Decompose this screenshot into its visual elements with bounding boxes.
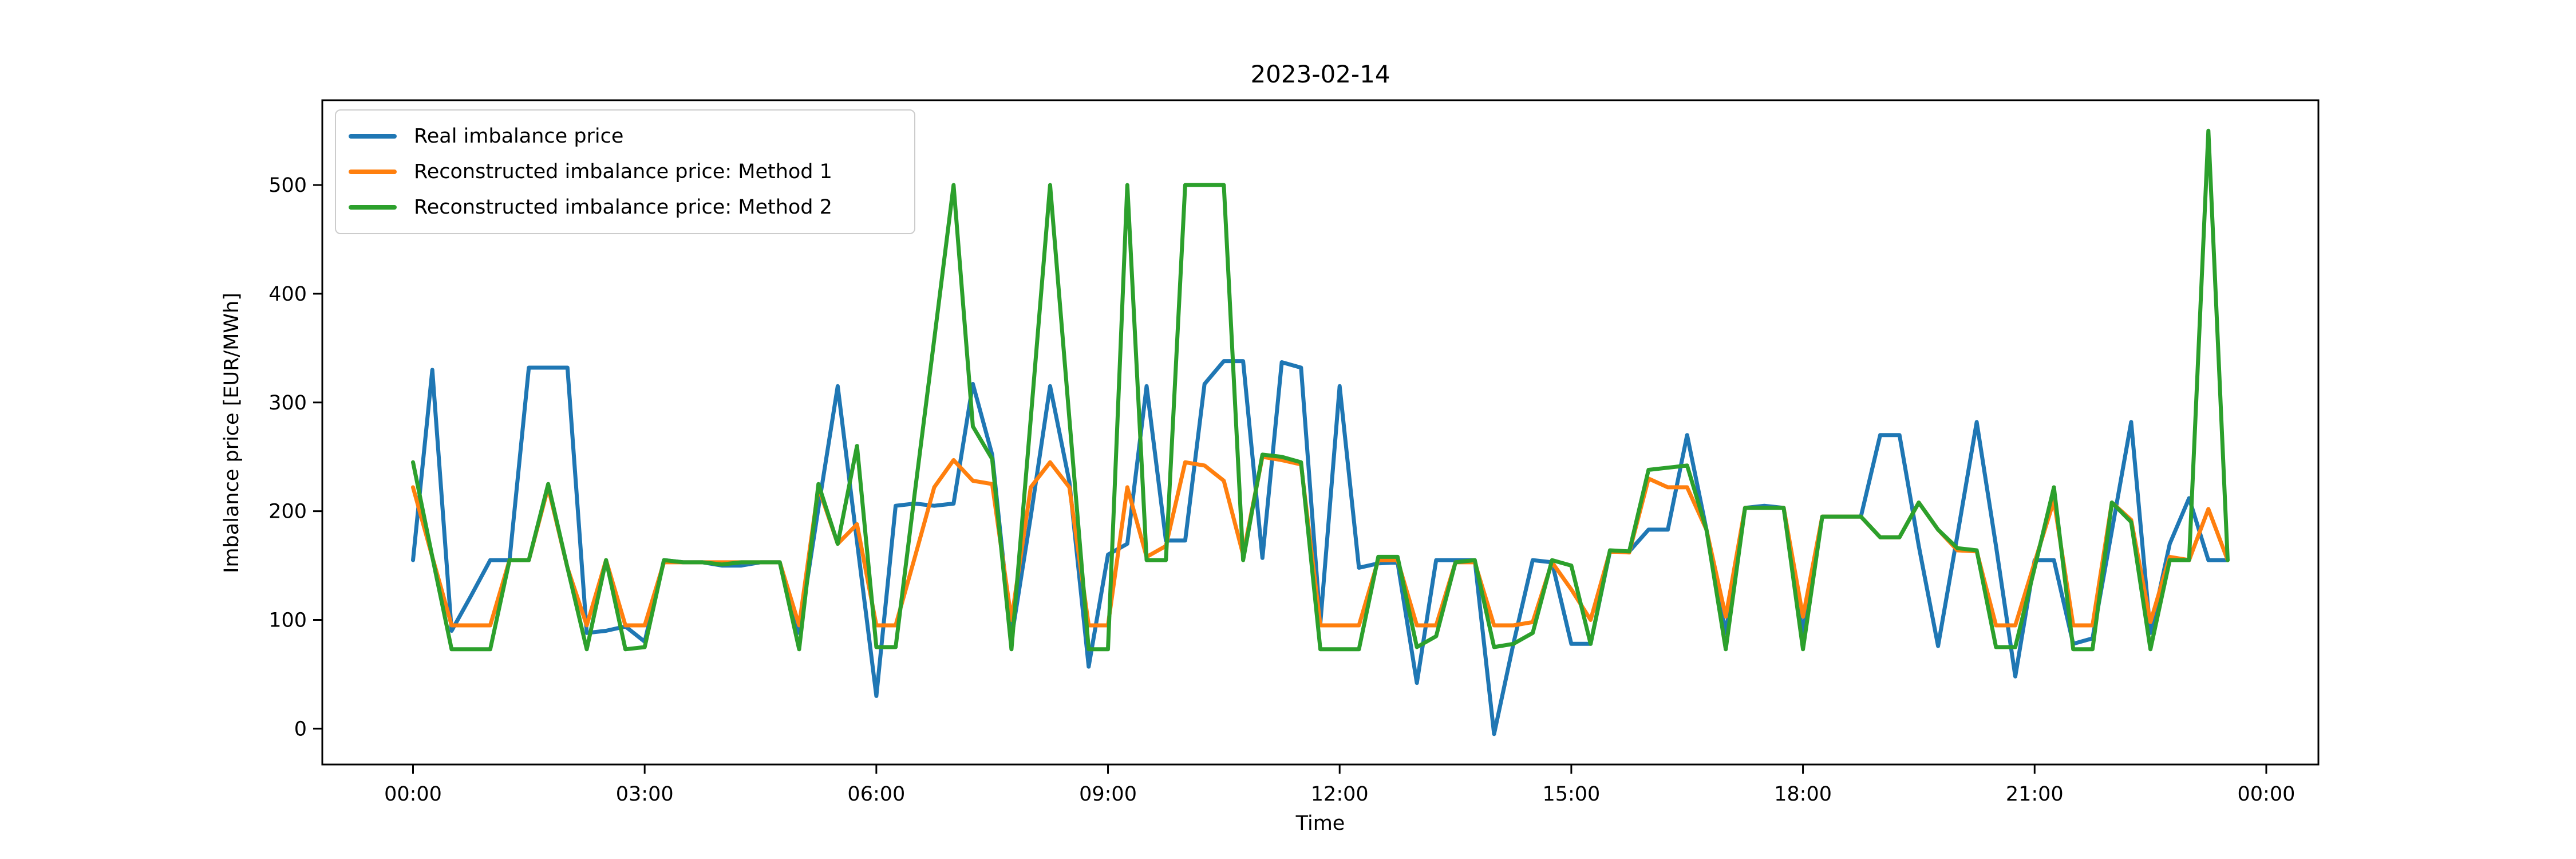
x-tick-label: 09:00 [1079, 783, 1137, 806]
y-tick-label: 500 [268, 174, 307, 197]
x-tick-label: 03:00 [616, 783, 674, 806]
legend-line-sample-icon [349, 205, 397, 210]
x-tick-label: 00:00 [384, 783, 442, 806]
x-tick-label: 21:00 [2006, 783, 2064, 806]
legend-label: Reconstructed imbalance price: Method 1 [414, 160, 832, 183]
legend-item-real-price: Real imbalance price [349, 119, 908, 154]
y-axis-label: Imbalance price [EUR/MWh] [220, 293, 243, 573]
series-line-2 [411, 128, 2230, 652]
x-tick-label: 15:00 [1542, 783, 1600, 806]
axes-spines [321, 99, 2320, 766]
legend: Real imbalance price Reconstructed imbal… [335, 109, 915, 234]
y-tick-label: 300 [268, 392, 307, 415]
legend-item-method-1: Reconstructed imbalance price: Method 1 [349, 154, 908, 190]
x-tick-label: 06:00 [847, 783, 905, 806]
legend-line-sample-icon [349, 134, 397, 139]
legend-item-method-2: Reconstructed imbalance price: Method 2 [349, 190, 908, 225]
y-tick-label: 200 [268, 501, 307, 523]
x-tick-label: 18:00 [1774, 783, 1832, 806]
chart-title: 2023-02-14 [1250, 60, 1390, 88]
legend-label: Reconstructed imbalance price: Method 2 [414, 196, 832, 219]
y-tick-label: 100 [268, 609, 307, 632]
legend-label: Real imbalance price [414, 125, 624, 148]
legend-line-sample-icon [349, 170, 397, 174]
x-tick-label: 00:00 [2238, 783, 2296, 806]
x-tick-label: 12:00 [1311, 783, 1369, 806]
x-axis-label: Time [1295, 812, 1345, 835]
y-tick-label: 400 [268, 283, 307, 306]
y-tick-label: 0 [294, 718, 307, 740]
